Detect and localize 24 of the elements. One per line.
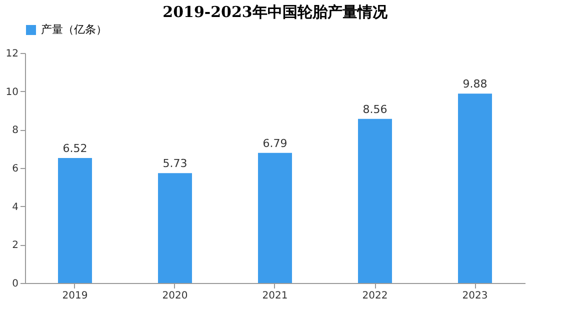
bar <box>458 94 492 283</box>
x-tick-label: 2023 <box>462 290 488 302</box>
bar <box>258 152 292 283</box>
legend-label: 产量（亿条） <box>41 23 107 36</box>
y-tick-label: 8 <box>12 125 18 136</box>
data-label: 8.56 <box>362 102 388 116</box>
data-label: 6.52 <box>62 142 88 156</box>
y-tick-label: 6 <box>12 164 18 174</box>
bar <box>158 173 192 283</box>
y-tick-label: 12 <box>6 48 18 60</box>
data-label: 5.73 <box>162 157 188 170</box>
x-tick-label: 2022 <box>362 290 388 302</box>
y-tick-label: 10 <box>6 86 18 98</box>
x-tick-label: 2020 <box>162 290 188 302</box>
data-label: 6.79 <box>262 136 288 150</box>
y-tick-label: 2 <box>12 240 18 252</box>
bar <box>358 118 392 283</box>
chart-title: 2019-2023年中国轮胎产量情况 <box>162 3 388 21</box>
data-label: 9.88 <box>462 78 488 91</box>
x-tick-label: 2019 <box>62 290 88 302</box>
bar <box>58 158 92 283</box>
y-tick-label: 0 <box>12 278 18 290</box>
y-tick-label: 4 <box>12 202 18 213</box>
x-tick-label: 2021 <box>262 290 288 302</box>
